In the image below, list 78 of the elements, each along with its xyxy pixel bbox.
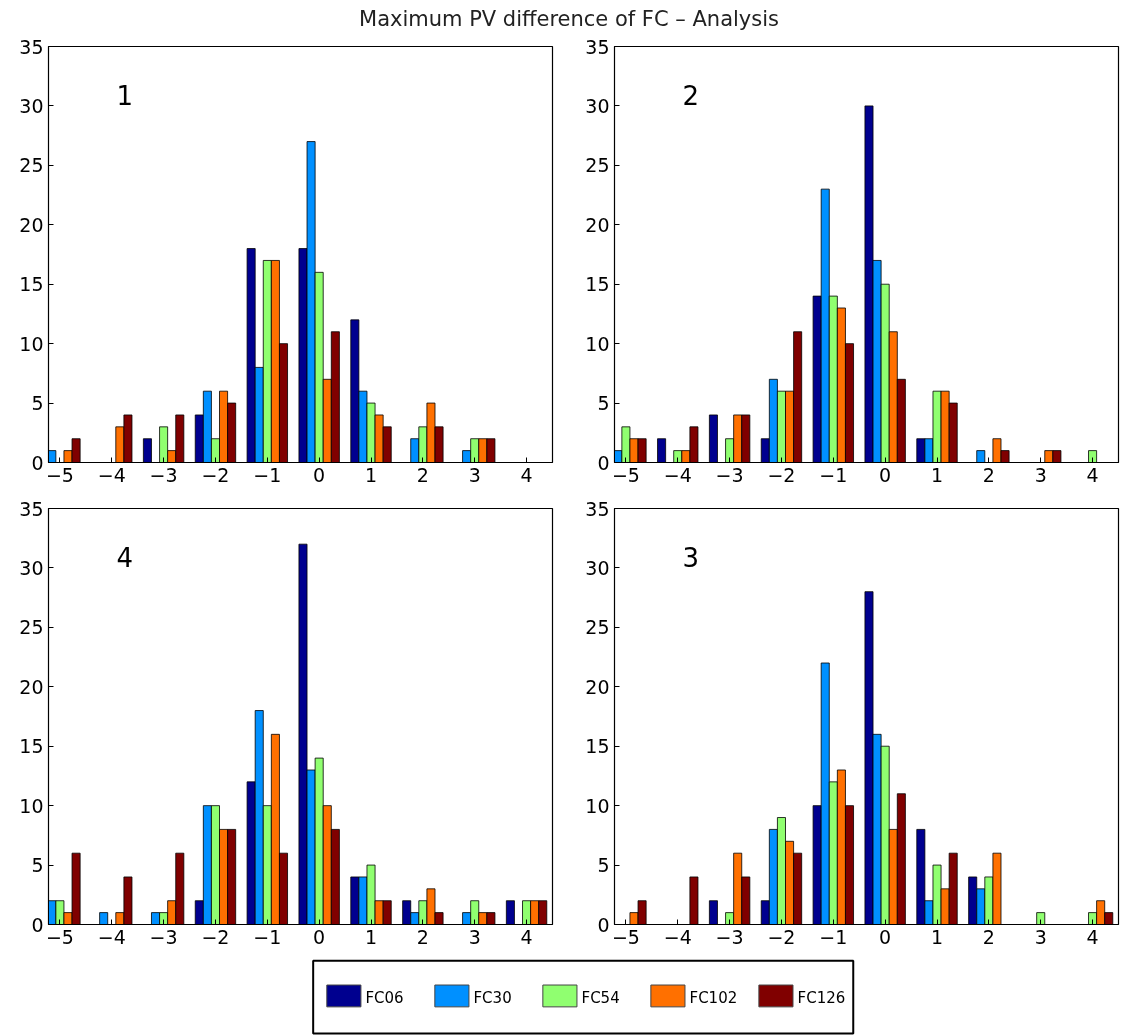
x-tick-label: 2 (416, 463, 429, 486)
annotation: 3 (682, 542, 700, 573)
legend-label: FC06 (365, 988, 404, 1007)
x-tick-label: −5 (611, 925, 640, 948)
y-tick-label: 35 (19, 497, 44, 520)
x-tick-label: 1 (364, 925, 378, 948)
x-tick-label: 1 (930, 463, 944, 486)
x-tick-label: 0 (313, 463, 326, 486)
y-tick-label: 5 (597, 854, 610, 877)
legend-label: FC30 (473, 988, 512, 1007)
legend-label: FC102 (689, 988, 738, 1007)
x-tick-label: 4 (520, 925, 533, 948)
y-tick-label: 25 (19, 616, 44, 639)
x-tick-label: 0 (879, 925, 892, 948)
y-tick-label: 25 (585, 154, 610, 177)
y-tick-label: 15 (19, 735, 44, 758)
x-tick-label: −1 (253, 925, 282, 948)
x-tick-label: −2 (201, 925, 230, 948)
x-tick-label: −1 (819, 925, 848, 948)
annotation: 1 (116, 80, 134, 111)
y-tick-label: 30 (19, 556, 44, 579)
x-tick-label: −4 (97, 463, 126, 486)
y-tick-label: 20 (19, 675, 44, 698)
y-tick-label: 35 (585, 497, 610, 520)
y-tick-label: 10 (19, 794, 44, 817)
x-tick-label: −5 (45, 463, 74, 486)
x-tick-label: −3 (715, 463, 744, 486)
y-tick-label: 5 (597, 392, 610, 415)
x-tick-label: 3 (1034, 463, 1047, 486)
y-tick-label: 20 (585, 213, 610, 236)
x-tick-label: −2 (767, 463, 796, 486)
y-tick-label: 25 (585, 616, 610, 639)
y-tick-label: 5 (31, 854, 44, 877)
y-tick-label: 15 (585, 273, 610, 296)
chart-title: Maximum PV difference of FC – Analysis (359, 7, 779, 32)
x-tick-label: 3 (468, 925, 481, 948)
y-tick-label: 35 (585, 35, 610, 58)
x-tick-label: 2 (982, 463, 995, 486)
x-tick-label: 4 (520, 463, 533, 486)
legend-label: FC126 (797, 988, 846, 1007)
annotation: 2 (682, 80, 700, 111)
annotation: 4 (116, 542, 134, 573)
y-tick-label: 15 (19, 273, 44, 296)
x-tick-label: −2 (767, 925, 796, 948)
x-tick-label: −1 (253, 463, 282, 486)
y-tick-label: 5 (31, 392, 44, 415)
x-tick-label: −4 (97, 925, 126, 948)
x-tick-label: 4 (1086, 925, 1099, 948)
y-tick-label: 25 (19, 154, 44, 177)
y-tick-label: 20 (585, 675, 610, 698)
y-tick-label: 10 (19, 332, 44, 355)
y-tick-label: 30 (585, 556, 610, 579)
y-tick-label: 35 (19, 35, 44, 58)
x-tick-label: 1 (930, 925, 944, 948)
x-tick-label: 2 (982, 925, 995, 948)
x-tick-label: −4 (663, 463, 692, 486)
x-tick-label: −1 (819, 463, 848, 486)
x-tick-label: −4 (663, 925, 692, 948)
x-tick-label: 3 (468, 463, 481, 486)
y-tick-label: 10 (585, 794, 610, 817)
y-tick-label: 15 (585, 735, 610, 758)
x-tick-label: −5 (45, 925, 74, 948)
x-tick-label: −3 (149, 463, 178, 486)
x-tick-label: 2 (416, 925, 429, 948)
y-tick-label: 10 (585, 332, 610, 355)
x-tick-label: 4 (1086, 463, 1099, 486)
x-tick-label: −5 (611, 463, 640, 486)
x-tick-label: 0 (313, 925, 326, 948)
y-tick-label: 20 (19, 213, 44, 236)
x-tick-label: 1 (364, 463, 378, 486)
x-tick-label: 0 (879, 463, 892, 486)
x-tick-label: −3 (149, 925, 178, 948)
y-tick-label: 30 (19, 94, 44, 117)
x-tick-label: 3 (1034, 925, 1047, 948)
x-tick-label: −2 (201, 463, 230, 486)
legend-label: FC54 (581, 988, 620, 1007)
x-tick-label: −3 (715, 925, 744, 948)
y-tick-label: 30 (585, 94, 610, 117)
